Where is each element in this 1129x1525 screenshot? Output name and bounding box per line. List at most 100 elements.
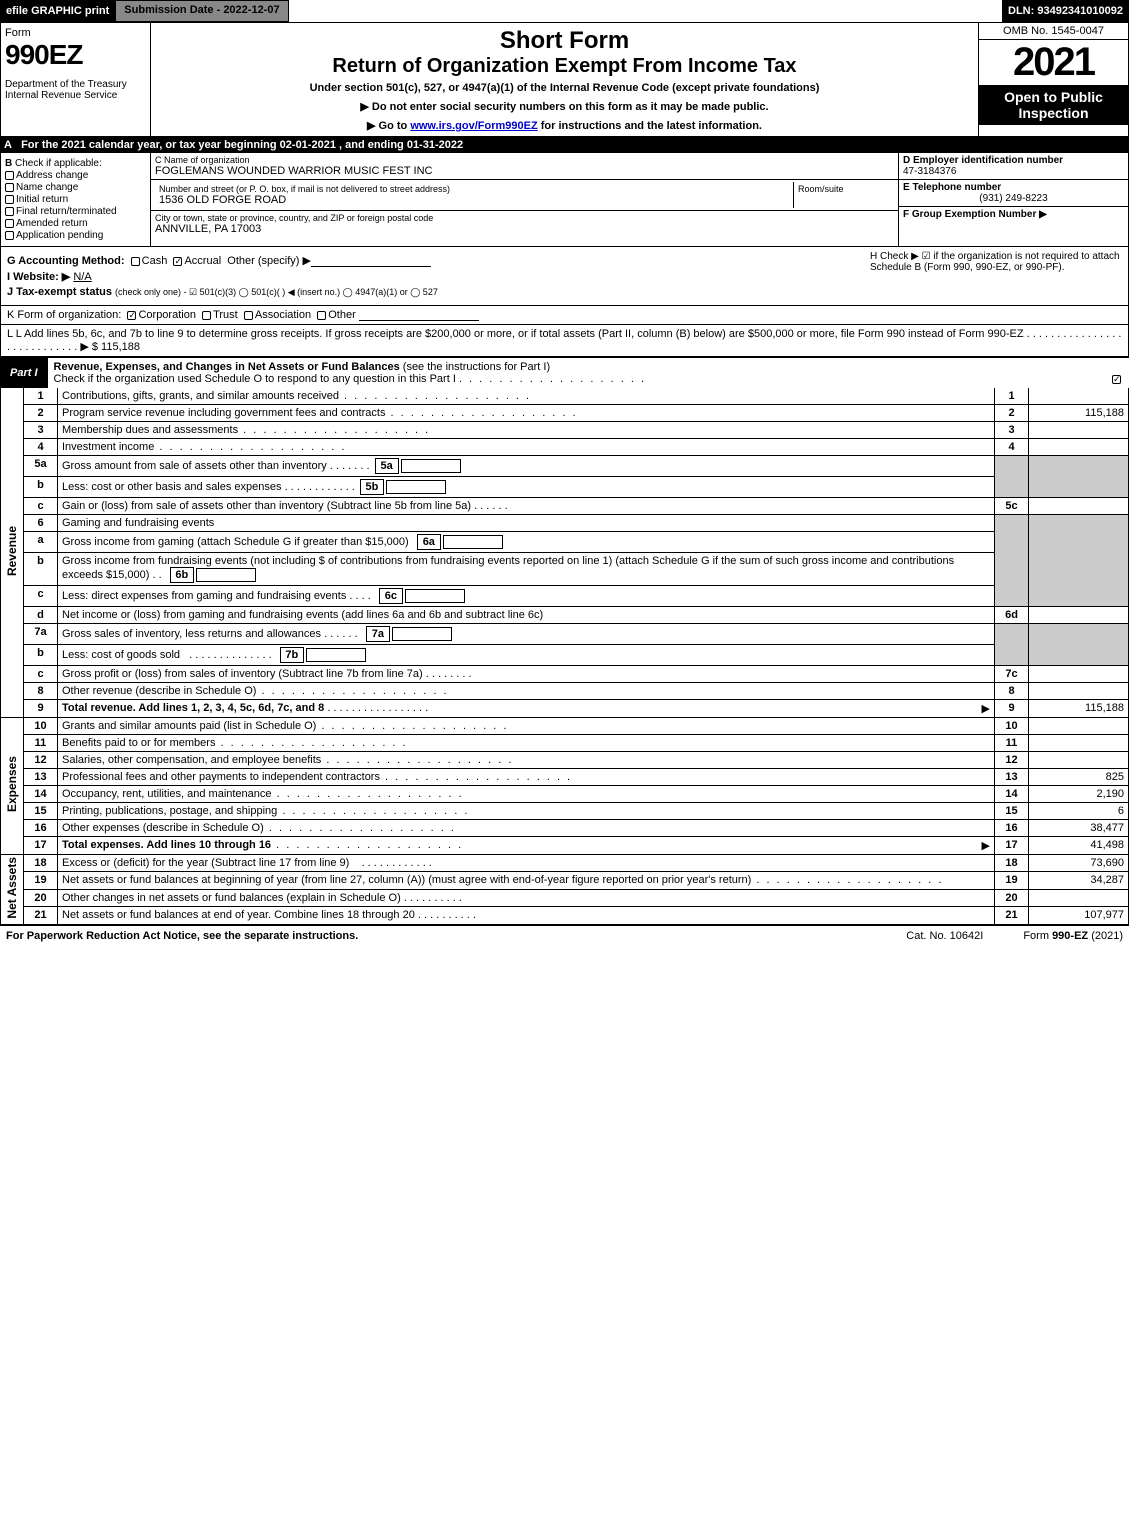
- line-17-amt: 41,498: [1029, 837, 1129, 855]
- line-21-desc: Net assets or fund balances at end of ye…: [62, 909, 415, 921]
- application-pending-checkbox[interactable]: [5, 231, 14, 240]
- row-a: A For the 2021 calendar year, or tax yea…: [0, 137, 1129, 153]
- section-b: B Check if applicable: Address change Na…: [1, 153, 151, 246]
- box-5b: 5b: [360, 479, 384, 495]
- initial-return-checkbox[interactable]: [5, 195, 14, 204]
- ssn-warning: ▶ Do not enter social security numbers o…: [155, 100, 974, 113]
- j-sub: (check only one) - ☑ 501(c)(3) ◯ 501(c)(…: [115, 287, 438, 297]
- arrow-icon-2: ▶: [982, 839, 990, 852]
- line-6a-desc: Gross income from gaming (attach Schedul…: [62, 536, 409, 548]
- line-21-amt: 107,977: [1029, 907, 1129, 924]
- trust-checkbox[interactable]: [202, 311, 211, 320]
- line-7c-desc: Gross profit or (loss) from sales of inv…: [62, 668, 423, 680]
- k-label: K Form of organization:: [7, 309, 121, 321]
- other-checkbox[interactable]: [317, 311, 326, 320]
- amt-7b-inline[interactable]: [306, 648, 366, 662]
- tax-year: 2021: [979, 40, 1128, 85]
- irs-link[interactable]: www.irs.gov/Form990EZ: [410, 120, 537, 132]
- expenses-label: Expenses: [5, 756, 19, 812]
- line-5b-desc: Less: cost or other basis and sales expe…: [62, 481, 282, 493]
- box-6c: 6c: [379, 588, 403, 604]
- line-6c-desc: Less: direct expenses from gaming and fu…: [62, 590, 346, 602]
- e-label: E Telephone number: [903, 182, 1001, 193]
- b-item-4: Amended return: [16, 218, 88, 229]
- line-17-desc: Total expenses. Add lines 10 through 16: [62, 839, 271, 851]
- submission-date: Submission Date - 2022-12-07: [115, 0, 288, 22]
- box-bcdef: B Check if applicable: Address change Na…: [0, 153, 1129, 247]
- efile-label[interactable]: efile GRAPHIC print: [0, 0, 115, 22]
- line-13-amt: 825: [1029, 769, 1129, 786]
- line-14-desc: Occupancy, rent, utilities, and maintena…: [62, 788, 272, 800]
- footer-right: Form 990-EZ (2021): [1023, 930, 1123, 942]
- k-other: Other: [328, 309, 356, 321]
- g-other-blank[interactable]: [311, 255, 431, 267]
- k-other-blank[interactable]: [359, 309, 479, 321]
- line-16-amt: 38,477: [1029, 820, 1129, 837]
- b-item-0: Address change: [16, 170, 88, 181]
- amt-7a-inline[interactable]: [392, 627, 452, 641]
- dln-label: DLN: 93492341010092: [1002, 0, 1129, 22]
- section-k: K Form of organization: Corporation Trus…: [0, 306, 1129, 325]
- org-street: 1536 OLD FORGE ROAD: [159, 194, 789, 206]
- top-bar: efile GRAPHIC print Submission Date - 20…: [0, 0, 1129, 22]
- final-return-checkbox[interactable]: [5, 207, 14, 216]
- open-to-public: Open to Public Inspection: [979, 85, 1128, 125]
- section-c: C Name of organization FOGLEMANS WOUNDED…: [151, 153, 898, 246]
- amt-6b-inline[interactable]: [196, 568, 256, 582]
- box-5a: 5a: [375, 458, 399, 474]
- accrual-checkbox[interactable]: [173, 257, 182, 266]
- i-label: I Website: ▶: [7, 271, 70, 283]
- c-street-label: Number and street (or P. O. box, if mail…: [159, 184, 789, 194]
- box-7a: 7a: [366, 626, 390, 642]
- b-item-3: Final return/terminated: [16, 206, 117, 217]
- section-l: L L Add lines 5b, 6c, and 7b to line 9 t…: [0, 325, 1129, 357]
- line-16-desc: Other expenses (describe in Schedule O): [62, 822, 264, 834]
- part1-header: Part I Revenue, Expenses, and Changes in…: [0, 357, 1129, 388]
- name-change-checkbox[interactable]: [5, 183, 14, 192]
- line-6-desc: Gaming and fundraising events: [58, 515, 995, 532]
- line-18-amt: 73,690: [1029, 855, 1129, 872]
- dept-label: Department of the Treasury Internal Reve…: [5, 79, 146, 101]
- line-2-amt: 115,188: [1029, 405, 1129, 422]
- form-title: Return of Organization Exempt From Incom…: [155, 55, 974, 78]
- part1-check: Check if the organization used Schedule …: [54, 373, 456, 385]
- cash-checkbox[interactable]: [131, 257, 140, 266]
- amended-return-checkbox[interactable]: [5, 219, 14, 228]
- c-name-label: C Name of organization: [155, 155, 894, 165]
- line-5a-desc: Gross amount from sale of assets other t…: [62, 460, 327, 472]
- netassets-label: Net Assets: [5, 857, 19, 919]
- line-7a-desc: Gross sales of inventory, less returns a…: [62, 628, 321, 640]
- assoc-checkbox[interactable]: [244, 311, 253, 320]
- line-8-desc: Other revenue (describe in Schedule O): [62, 685, 256, 697]
- goto-note: ▶ Go to www.irs.gov/Form990EZ for instru…: [155, 119, 974, 132]
- goto-post: for instructions and the latest informat…: [538, 120, 762, 132]
- goto-pre: ▶ Go to: [367, 120, 410, 132]
- section-def: D Employer identification number 47-3184…: [898, 153, 1128, 246]
- line-6d-desc: Net income or (loss) from gaming and fun…: [58, 607, 995, 624]
- amt-5a-inline[interactable]: [401, 459, 461, 473]
- b-item-5: Application pending: [16, 230, 103, 241]
- line-15-amt: 6: [1029, 803, 1129, 820]
- ein-value: 47-3184376: [903, 166, 956, 177]
- c-city-label: City or town, state or province, country…: [155, 213, 894, 223]
- schedule-o-checkbox[interactable]: [1112, 375, 1121, 384]
- amt-5b-inline[interactable]: [386, 480, 446, 494]
- b-item-2: Initial return: [16, 194, 68, 205]
- line-num-1: 1: [24, 388, 58, 405]
- room-suite-label: Room/suite: [794, 182, 894, 208]
- arrow-icon: ▶: [982, 702, 990, 715]
- address-change-checkbox[interactable]: [5, 171, 14, 180]
- revenue-label: Revenue: [5, 526, 19, 576]
- line-2-desc: Program service revenue including govern…: [62, 407, 385, 419]
- line-15-desc: Printing, publications, postage, and shi…: [62, 805, 277, 817]
- section-h: H Check ▶ ☑ if the organization is not r…: [862, 251, 1122, 301]
- corp-checkbox[interactable]: [127, 311, 136, 320]
- amt-6a-inline[interactable]: [443, 535, 503, 549]
- amt-6c-inline[interactable]: [405, 589, 465, 603]
- under-section: Under section 501(c), 527, or 4947(a)(1)…: [155, 82, 974, 94]
- org-city: ANNVILLE, PA 17003: [155, 223, 894, 235]
- part1-tab: Part I: [0, 364, 48, 382]
- k-corp: Corporation: [138, 309, 195, 321]
- omb-number: OMB No. 1545-0047: [979, 23, 1128, 40]
- form-word: Form: [5, 27, 146, 39]
